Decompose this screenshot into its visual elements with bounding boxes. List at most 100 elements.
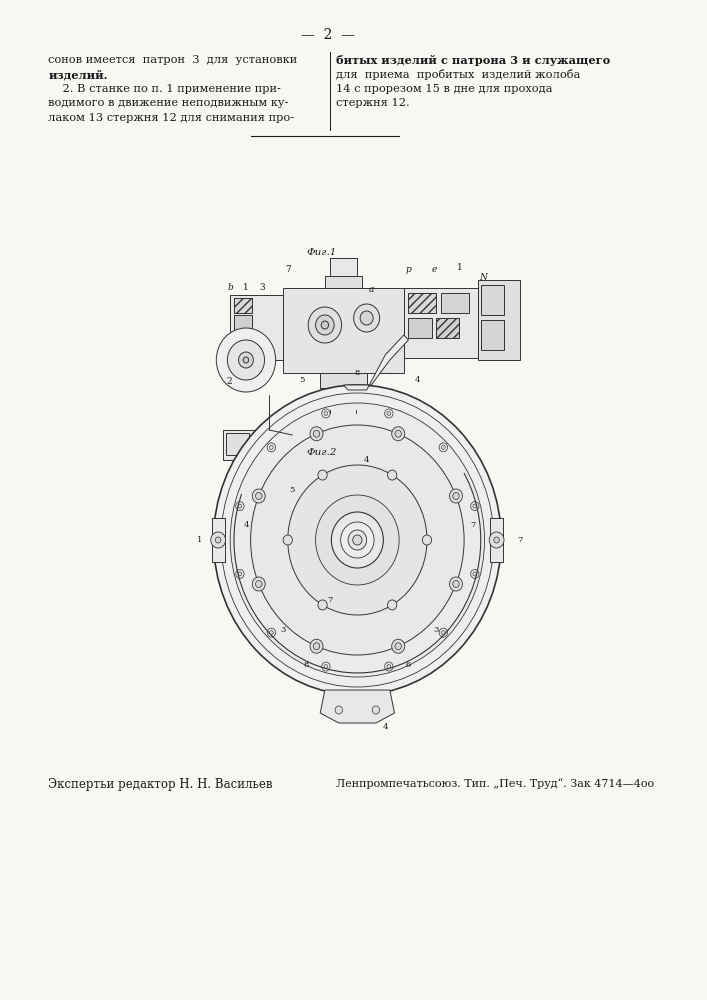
- Circle shape: [395, 430, 402, 437]
- Circle shape: [493, 537, 499, 543]
- Circle shape: [238, 572, 242, 576]
- Bar: [353, 413, 362, 431]
- Circle shape: [439, 443, 448, 452]
- Circle shape: [473, 504, 477, 508]
- Text: водимого в движение неподвижным ку-: водимого в движение неподвижным ку-: [48, 99, 288, 108]
- Circle shape: [322, 409, 330, 418]
- Circle shape: [211, 532, 226, 548]
- Text: 5: 5: [290, 486, 295, 494]
- Text: 1: 1: [457, 263, 462, 272]
- Circle shape: [385, 662, 393, 671]
- Circle shape: [395, 643, 402, 650]
- Circle shape: [387, 411, 391, 415]
- Text: 3: 3: [281, 626, 286, 634]
- Text: N: N: [479, 273, 486, 282]
- Text: 7: 7: [471, 521, 476, 529]
- Text: 8: 8: [355, 369, 360, 377]
- Text: изделий.: изделий.: [48, 70, 107, 81]
- Circle shape: [255, 581, 262, 588]
- Circle shape: [243, 357, 249, 363]
- Polygon shape: [344, 335, 409, 390]
- Text: 4: 4: [364, 456, 369, 464]
- Bar: [234, 298, 252, 313]
- Text: 4: 4: [415, 376, 421, 384]
- Circle shape: [252, 489, 265, 503]
- Circle shape: [450, 489, 462, 503]
- Text: 1: 1: [243, 284, 249, 292]
- Text: Ленпромпечатьсоюз. Тип. „Печ. Труд“. Зак 4714—4оо: Ленпромпечатьсоюз. Тип. „Печ. Труд“. Зак…: [336, 778, 654, 789]
- Text: сонов имеется  патрон  3  для  установки: сонов имеется патрон 3 для установки: [48, 55, 298, 65]
- Text: 4: 4: [243, 521, 249, 529]
- Text: 7: 7: [517, 536, 522, 544]
- Circle shape: [473, 572, 477, 576]
- Text: лаком 13 стержня 12 для снимания про-: лаком 13 стержня 12 для снимания про-: [48, 113, 294, 123]
- Text: —  2  —: — 2 —: [300, 28, 355, 42]
- Bar: [325, 276, 362, 288]
- Circle shape: [324, 665, 328, 669]
- Circle shape: [269, 631, 273, 635]
- Bar: [481, 320, 504, 350]
- Text: 14 с прорезом 15 в дне для прохода: 14 с прорезом 15 в дне для прохода: [336, 84, 552, 94]
- Text: 4: 4: [382, 723, 388, 731]
- Bar: [404, 288, 478, 358]
- Text: 6: 6: [406, 661, 411, 669]
- Text: 2. В станке по п. 1 применение при-: 2. В станке по п. 1 применение при-: [48, 84, 281, 94]
- Bar: [441, 293, 469, 313]
- Circle shape: [441, 445, 445, 449]
- Bar: [230, 295, 283, 360]
- Text: для  приема  пробитых  изделий жолоба: для приема пробитых изделий жолоба: [336, 70, 580, 81]
- Bar: [409, 318, 431, 338]
- Circle shape: [471, 569, 479, 578]
- Circle shape: [315, 495, 399, 585]
- Circle shape: [318, 470, 327, 480]
- Text: p: p: [406, 265, 411, 274]
- Polygon shape: [490, 518, 503, 562]
- Circle shape: [315, 315, 334, 335]
- Bar: [436, 318, 460, 338]
- Circle shape: [387, 600, 397, 610]
- Text: a: a: [368, 286, 374, 294]
- Circle shape: [335, 706, 342, 714]
- Text: e: e: [432, 265, 437, 274]
- Text: Экспертьи редактор Н. Н. Васильев: Экспертьи редактор Н. Н. Васильев: [48, 778, 273, 791]
- Circle shape: [392, 427, 404, 441]
- Text: стержня 12.: стержня 12.: [336, 99, 410, 108]
- Circle shape: [255, 492, 262, 499]
- Circle shape: [387, 665, 391, 669]
- Bar: [329, 258, 357, 276]
- Polygon shape: [320, 690, 395, 723]
- Bar: [323, 413, 332, 431]
- Bar: [237, 338, 250, 350]
- Circle shape: [439, 628, 448, 637]
- Bar: [325, 388, 338, 413]
- Text: 5: 5: [299, 376, 304, 384]
- Text: Фиг.1: Фиг.1: [306, 248, 337, 257]
- Text: битых изделий с патрона 3 и служащего: битых изделий с патрона 3 и служащего: [336, 55, 610, 66]
- Circle shape: [441, 631, 445, 635]
- Circle shape: [267, 443, 276, 452]
- Text: 1: 1: [197, 536, 202, 544]
- Circle shape: [269, 445, 273, 449]
- Circle shape: [392, 639, 404, 653]
- Circle shape: [341, 522, 374, 558]
- Circle shape: [387, 470, 397, 480]
- Circle shape: [228, 340, 264, 380]
- Polygon shape: [211, 518, 225, 562]
- Text: Фиг.2: Фиг.2: [306, 448, 337, 457]
- Circle shape: [354, 304, 380, 332]
- Circle shape: [252, 577, 265, 591]
- Circle shape: [214, 385, 501, 695]
- Circle shape: [238, 352, 253, 368]
- Circle shape: [310, 427, 323, 441]
- Text: 8: 8: [303, 661, 309, 669]
- Circle shape: [422, 535, 431, 545]
- Circle shape: [216, 537, 221, 543]
- Circle shape: [450, 577, 462, 591]
- Bar: [409, 293, 436, 313]
- Circle shape: [353, 535, 362, 545]
- Bar: [481, 285, 504, 315]
- Circle shape: [471, 502, 479, 511]
- Bar: [349, 388, 362, 413]
- Circle shape: [332, 512, 383, 568]
- Bar: [234, 298, 252, 313]
